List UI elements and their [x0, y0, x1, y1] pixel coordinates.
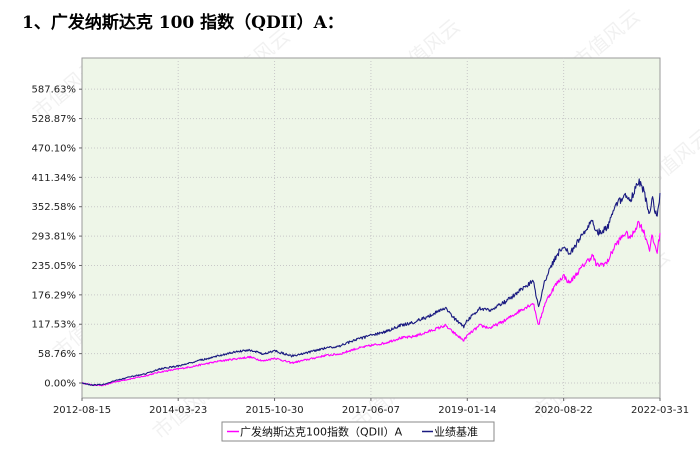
- y-tick-label: 528.87%: [32, 114, 77, 125]
- x-tick-label: 2014-03-23: [149, 405, 207, 416]
- legend: 广发纳斯达克100指数（QDII）A 业绩基准: [221, 421, 495, 442]
- series-line-fund: [81, 220, 661, 387]
- legend-box: [221, 421, 495, 442]
- page-heading: 1、广发纳斯达克 100 指数（QDII）A：: [22, 13, 344, 33]
- y-tick-label: 235.05%: [32, 261, 77, 272]
- legend-label-fund: 广发纳斯达克100指数（QDII）A: [240, 425, 403, 439]
- y-tick-label: 411.34%: [32, 173, 77, 184]
- plot-area: [81, 57, 661, 399]
- y-tick-label: 58.76%: [38, 349, 76, 360]
- x-tick-label: 2019-01-14: [438, 405, 496, 416]
- x-tick-label: 2022-03-31: [631, 405, 689, 416]
- y-tick-label: 0.00%: [44, 379, 76, 390]
- x-tick-label: 2012-08-15: [53, 405, 111, 416]
- axes: 0.00% 58.76% 117.53% 176.29% 235.05% 293.81% 3…: [32, 85, 690, 416]
- y-tick-label: 470.10%: [32, 143, 77, 154]
- x-tick-label: 2015-10-30: [245, 405, 303, 416]
- y-tick-label: 117.53%: [32, 320, 77, 331]
- grid: [82, 58, 660, 398]
- x-tick-label: 2020-08-22: [535, 405, 593, 416]
- x-tick-label: 2017-06-07: [342, 405, 400, 416]
- y-tick-label: 352.58%: [32, 202, 77, 213]
- legend-label-benchmark: 业绩基准: [434, 426, 478, 439]
- y-tick-label: 587.63%: [32, 85, 77, 96]
- y-tick-label: 176.29%: [32, 290, 77, 301]
- series-line-benchmark: [81, 178, 661, 387]
- series-layer: [81, 178, 661, 387]
- y-tick-label: 293.81%: [32, 232, 77, 243]
